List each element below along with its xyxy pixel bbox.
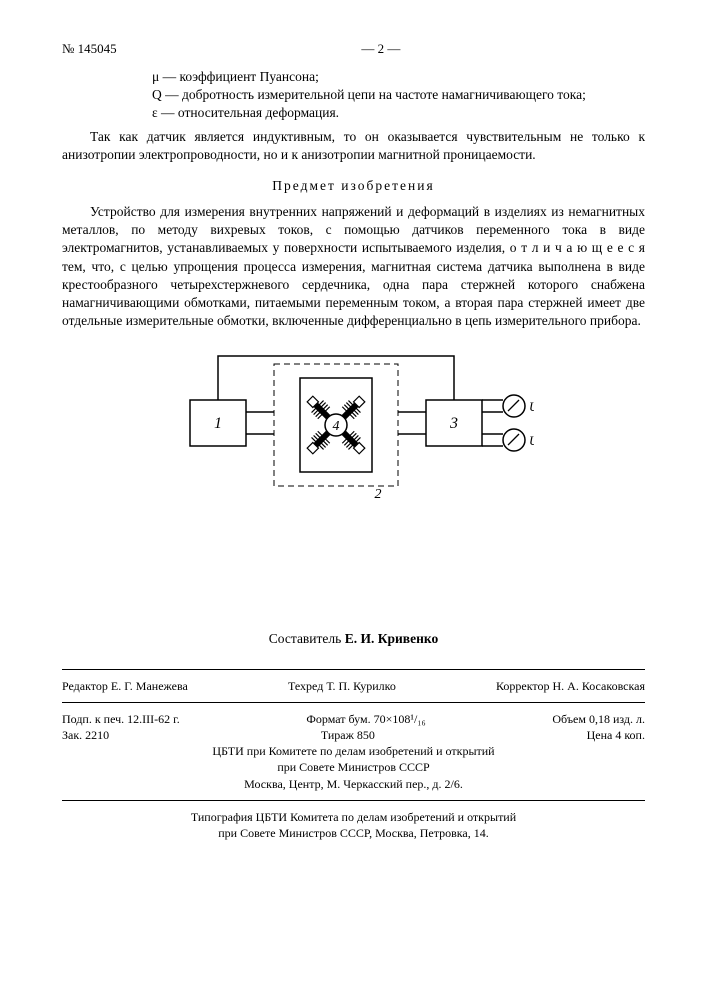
order-no: Зак. 2210 [62, 727, 109, 743]
claim-paragraph: Устройство для измерения внутренних напр… [62, 203, 645, 331]
cbti-line1: ЦБТИ при Комитете по делам изобретений и… [62, 743, 645, 759]
format: Формат бум. 70×108¹/₁₆ [306, 711, 425, 727]
sign-date: Подп. к печ. 12.III-62 г. [62, 711, 180, 727]
section-title: Предмет изобретения [62, 177, 645, 195]
cbti-line2: при Совете Министров СССР [62, 759, 645, 775]
print-row-2: Зак. 2210 Тираж 850 Цена 4 коп. [62, 727, 645, 743]
editor: Редактор Е. Г. Манежева [62, 678, 188, 694]
svg-text:1: 1 [214, 415, 222, 432]
svg-text:4: 4 [332, 419, 339, 434]
typography-line2: при Совете Министров СССР, Москва, Петро… [62, 825, 645, 841]
svg-text:Ur: Ur [529, 433, 534, 448]
volume: Объем 0,18 изд. л. [552, 711, 645, 727]
definitions-list: μ — коэффициент Пуансона; Q — добротност… [152, 68, 645, 123]
page-number: — 2 — [361, 40, 400, 58]
svg-text:Uα: Uα [529, 399, 534, 414]
sensor-paragraph: Так как датчик является индуктивным, то … [62, 128, 645, 164]
page-header: № 145045 — 2 — [62, 40, 645, 58]
svg-text:2: 2 [374, 487, 381, 500]
print-row-1: Подп. к печ. 12.III-62 г. Формат бум. 70… [62, 711, 645, 727]
typography-line1: Типография ЦБТИ Комитета по делам изобре… [62, 809, 645, 825]
address: Москва, Центр, М. Черкасский пер., д. 2/… [62, 776, 645, 792]
compiled-by-name: Е. И. Кривенко [345, 631, 439, 646]
compiled-by-label: Составитель [269, 631, 345, 646]
staff-row: Редактор Е. Г. Манежева Техред Т. П. Кур… [62, 678, 645, 694]
def-mu: μ — коэффициент Пуансона; [152, 68, 645, 86]
circuit-diagram: 1 4 2 3 Uα Ur [62, 350, 645, 500]
patent-number: № 145045 [62, 40, 117, 58]
price: Цена 4 коп. [587, 727, 645, 743]
compiled-by: Составитель Е. И. Кривенко [62, 630, 645, 648]
tirazh: Тираж 850 [321, 727, 375, 743]
def-eps: ε — относительная деформация. [152, 104, 645, 122]
svg-text:3: 3 [449, 415, 458, 432]
corrector: Корректор Н. А. Косаковская [496, 678, 645, 694]
def-q: Q — добротность измерительной цепи на ча… [152, 86, 645, 104]
techred: Техред Т. П. Курилко [288, 678, 396, 694]
